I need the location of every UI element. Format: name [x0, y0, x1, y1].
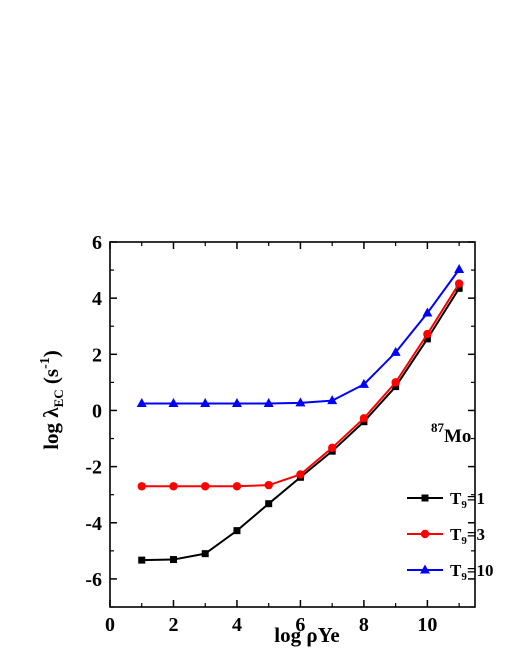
data-point	[359, 414, 369, 423]
y-tick-label: -2	[85, 457, 102, 479]
data-point	[264, 480, 273, 490]
data-point	[263, 397, 274, 407]
data-point	[265, 500, 273, 508]
data-point	[295, 397, 306, 407]
legend-marker	[420, 529, 430, 539]
x-tick-label: 10	[417, 614, 437, 636]
legend-entry: T9=10	[407, 561, 494, 583]
legend: T9=1 T9=3 T9=10	[407, 489, 494, 583]
data-point	[327, 395, 338, 405]
data-point	[233, 527, 241, 535]
legend-marker	[421, 494, 429, 502]
data-point	[454, 279, 464, 288]
annotation-element: Mo	[444, 426, 471, 447]
series-line	[141, 268, 460, 405]
series-line	[141, 287, 460, 562]
y-tick-label: 0	[92, 400, 102, 422]
axis-ticks: 0 2 4 6 8 10 -6 -4 -2 0 2 4 6	[85, 232, 475, 636]
series-2	[136, 264, 465, 407]
series-line	[141, 283, 460, 488]
x-tick-label: 6	[295, 614, 305, 636]
data-point	[327, 443, 337, 453]
y-label-sub: EC	[51, 389, 66, 407]
legend-label: T9=3	[450, 525, 485, 547]
data-point	[138, 556, 146, 564]
data-point	[358, 378, 369, 388]
x-tick-label: 0	[105, 614, 115, 636]
data-point	[296, 470, 305, 479]
data-point	[169, 556, 177, 564]
y-tick-label: -6	[85, 569, 102, 591]
legend-entry: T9=3	[407, 525, 485, 547]
y-label-close: )	[39, 350, 63, 357]
series-0	[138, 284, 463, 564]
nucleus-annotation: 87Mo	[431, 420, 471, 447]
data-point	[454, 264, 465, 274]
data-point	[232, 482, 242, 491]
data-point	[201, 550, 209, 558]
x-label-rho: ρ	[306, 623, 317, 647]
x-label-log: log	[274, 623, 306, 647]
data-point	[201, 482, 210, 491]
plot-frame	[109, 241, 476, 608]
y-axis-label: log λEC (s-1)	[38, 350, 66, 450]
y-label-log: log	[39, 418, 63, 450]
legend-marker	[420, 564, 430, 574]
y-tick-label: 4	[92, 288, 102, 310]
annotation-mass: 87	[431, 420, 445, 435]
x-tick-label: 2	[168, 614, 178, 636]
data-point	[455, 284, 463, 292]
legend-label: T9=10	[450, 561, 494, 583]
data-point	[423, 329, 432, 339]
x-tick-label: 8	[359, 614, 369, 636]
data-point	[392, 383, 400, 391]
data-point	[391, 378, 400, 387]
data-point	[231, 397, 242, 407]
data-point	[169, 482, 178, 491]
y-label-lambda: λ	[39, 407, 63, 418]
legend-label: T9=1	[450, 489, 485, 511]
x-label-ye: Ye	[318, 623, 340, 647]
data-point	[137, 482, 146, 491]
y-label-sup: -1	[38, 357, 53, 369]
x-axis-label: log ρYe	[274, 623, 340, 647]
legend-entry: T9=1	[407, 489, 485, 511]
data-point	[136, 397, 147, 407]
series-1	[137, 279, 464, 491]
x-tick-label: 4	[232, 614, 242, 636]
data-point	[168, 397, 179, 407]
data-point	[422, 307, 433, 317]
y-tick-label: -4	[85, 513, 102, 535]
data-point	[423, 335, 431, 343]
data-point	[200, 397, 211, 407]
y-label-open: (s	[39, 369, 63, 389]
data-point	[390, 346, 401, 356]
y-tick-label: 2	[92, 344, 102, 366]
y-tick-label: 6	[92, 232, 102, 254]
series-layer	[136, 264, 465, 564]
